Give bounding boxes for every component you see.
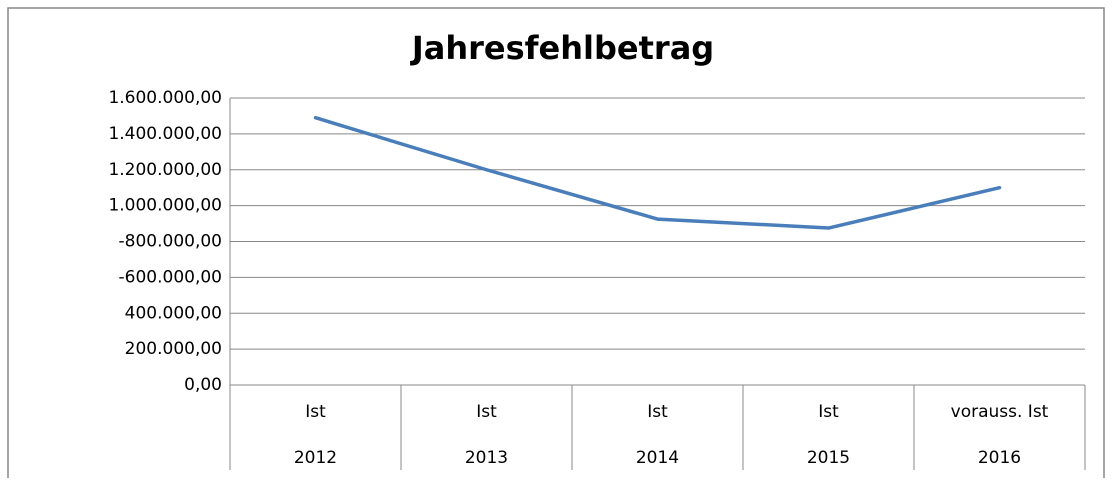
x-group-label: 2012 <box>294 448 337 468</box>
y-tick-label: -600.000,00 <box>119 267 222 287</box>
y-tick-label: 400.000,00 <box>125 303 222 323</box>
x-group-label: 2015 <box>807 448 850 468</box>
y-tick-label: 1.600.000,00 <box>108 88 222 108</box>
data-line <box>313 115 1002 230</box>
y-tick-label: 1.400.000,00 <box>108 124 222 144</box>
x-group-label: 2014 <box>636 448 679 468</box>
chart-title: Jahresfehlbetrag <box>410 29 714 67</box>
x-group-label: 2016 <box>978 448 1021 468</box>
x-tick-label: Ist <box>476 402 497 422</box>
y-tick-label: 0,00 <box>184 375 222 395</box>
x-tick-label: Ist <box>647 402 668 422</box>
x-tick-label: Ist <box>305 402 326 422</box>
x-tick-label: Ist <box>818 402 839 422</box>
y-tick-label: 1.000.000,00 <box>108 196 222 216</box>
y-tick-label: 200.000,00 <box>125 339 222 359</box>
y-tick-label: -800.000,00 <box>119 232 222 252</box>
chart-frame <box>7 7 1105 482</box>
x-group-label: 2013 <box>465 448 508 468</box>
y-tick-label: 1.200.000,00 <box>108 160 222 180</box>
x-tick-label: vorauss. Ist <box>951 402 1049 422</box>
